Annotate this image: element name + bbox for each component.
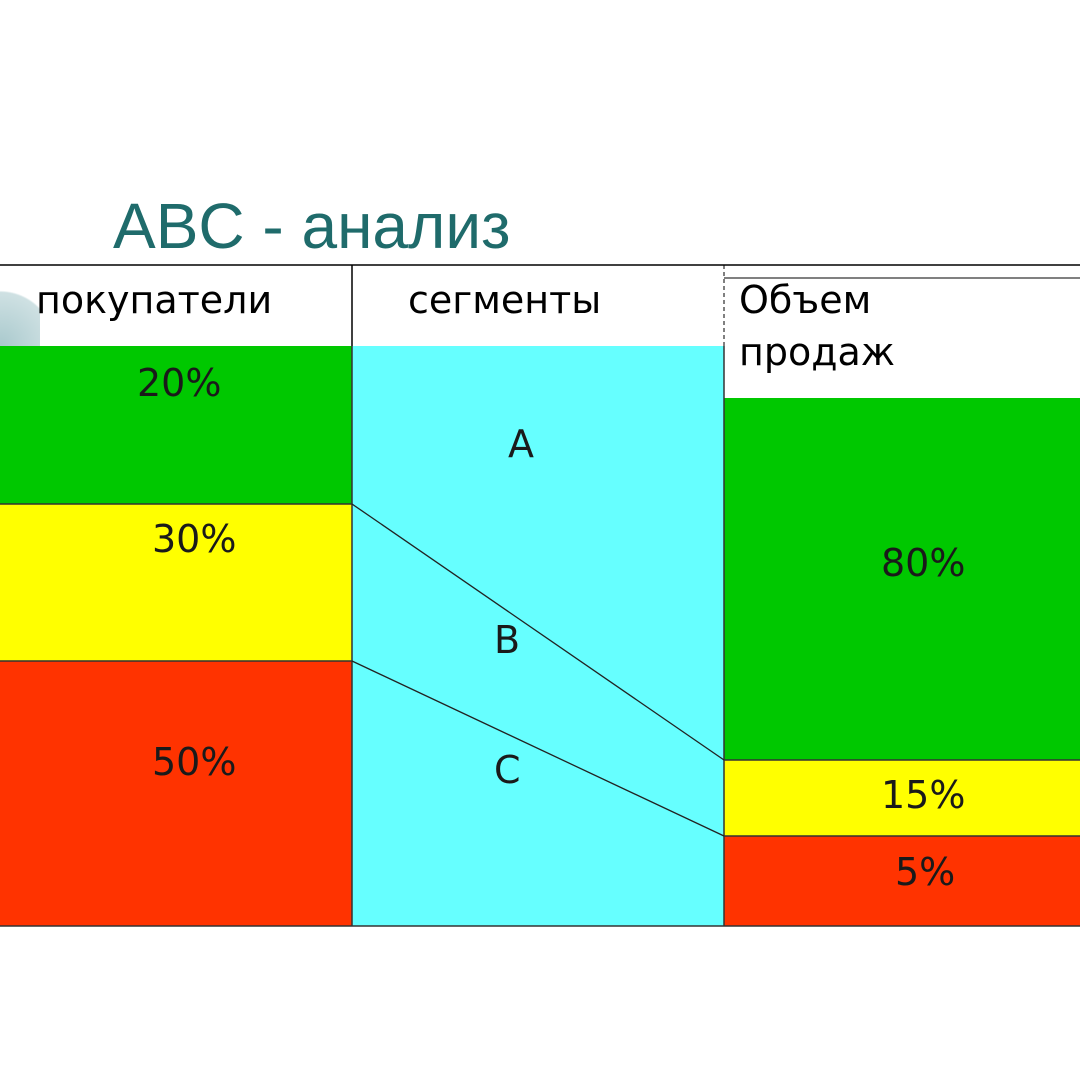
decorative-corner-shape <box>0 266 40 346</box>
sales-c-value: 5% <box>895 850 956 894</box>
segment-c-label: C <box>494 748 521 792</box>
sales-b-value: 15% <box>881 773 966 817</box>
sales-a-value: 80% <box>881 541 966 585</box>
segment-divider-b-c <box>351 660 725 837</box>
segment-b-label: B <box>494 618 521 662</box>
diagram-title: ABC - анализ <box>113 190 511 262</box>
sales-block-b <box>724 760 1080 836</box>
customers-a-value: 20% <box>137 361 222 405</box>
header-customers: покупатели <box>36 278 273 322</box>
header-sales-line1: Объем <box>739 278 872 322</box>
segments-column <box>352 346 724 926</box>
header-segments: сегменты <box>408 278 602 322</box>
customers-block-b <box>0 504 352 661</box>
sales-block-a <box>724 398 1080 760</box>
customers-block-c <box>0 661 352 926</box>
sales-block-c <box>724 836 1080 926</box>
segment-a-label: A <box>508 422 534 466</box>
customers-b-value: 30% <box>152 517 237 561</box>
header-sales-line2: продаж <box>739 330 896 374</box>
segment-divider-a-b <box>351 503 725 761</box>
customers-block-a <box>0 346 352 504</box>
customers-c-value: 50% <box>152 740 237 784</box>
